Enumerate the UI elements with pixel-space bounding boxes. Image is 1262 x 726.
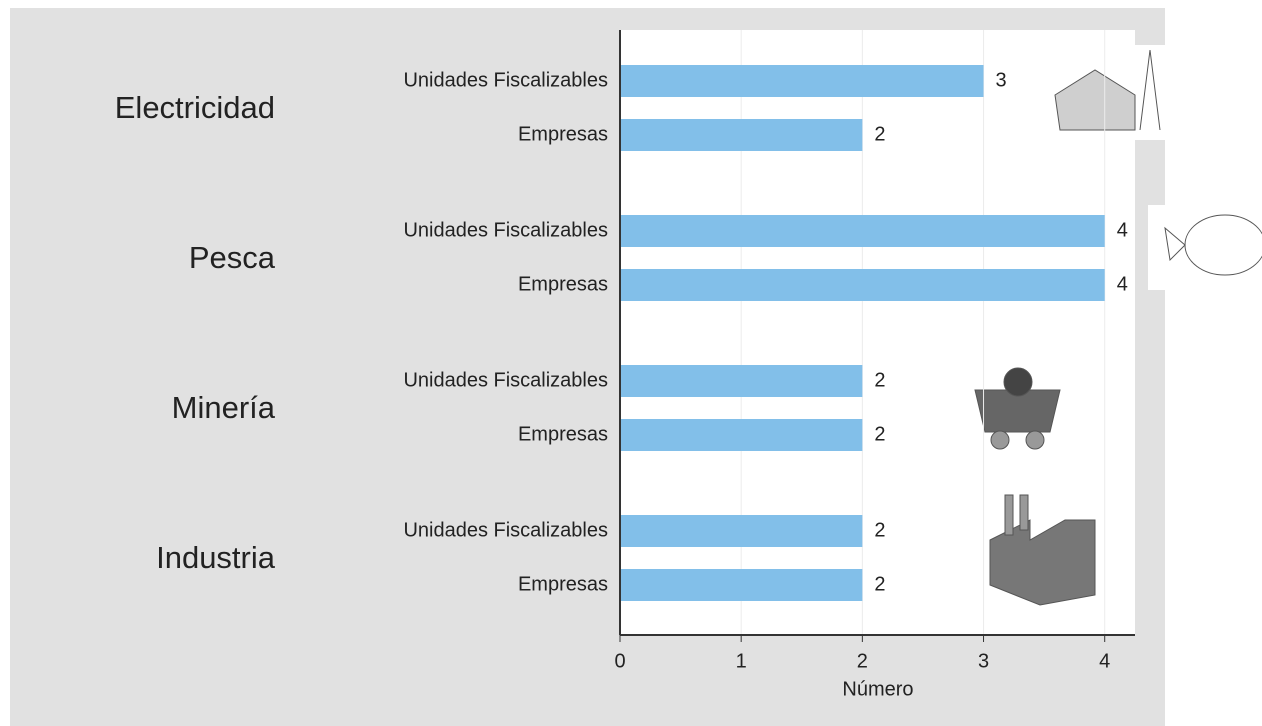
y-tick-label: Empresas [518, 423, 608, 445]
value-label: 2 [874, 123, 885, 145]
bar [620, 569, 863, 601]
wheel [1025, 430, 1045, 450]
house-icon [1054, 69, 1136, 131]
value-label: 2 [874, 573, 885, 595]
group-label: Minería [172, 390, 276, 425]
y-tick-label: Empresas [518, 123, 608, 145]
value-label: 3 [996, 69, 1007, 91]
group-label: Industria [156, 540, 276, 575]
y-tick-label: Unidades Fiscalizables [403, 519, 608, 541]
fish-tail [1164, 226, 1186, 262]
bar [620, 215, 1105, 247]
chimney [1004, 494, 1014, 536]
wheel [990, 430, 1010, 450]
value-label: 2 [874, 423, 885, 445]
value-label: 4 [1117, 273, 1128, 295]
y-tick-label: Unidades Fiscalizables [403, 69, 608, 91]
x-tick-label: 4 [1099, 650, 1110, 672]
bar [620, 65, 984, 97]
value-label: 2 [874, 369, 885, 391]
bar [620, 515, 863, 547]
bar [620, 419, 863, 451]
cart-icon [974, 389, 1061, 433]
x-axis-label: Número [842, 678, 913, 700]
x-tick-label: 3 [978, 650, 989, 672]
group-label: Electricidad [115, 90, 275, 125]
coal [1003, 367, 1033, 397]
x-tick-label: 1 [736, 650, 747, 672]
value-label: 2 [874, 519, 885, 541]
icons [974, 45, 1262, 606]
bar [620, 365, 863, 397]
y-tick-label: Unidades Fiscalizables [403, 369, 608, 391]
x-tick-label: 2 [857, 650, 868, 672]
bar [620, 269, 1105, 301]
factory-icon [989, 519, 1096, 606]
value-label: 4 [1117, 219, 1128, 241]
x-tick-label: 0 [614, 650, 625, 672]
chimney [1019, 494, 1029, 531]
y-tick-label: Unidades Fiscalizables [403, 219, 608, 241]
y-tick-label: Empresas [518, 273, 608, 295]
tower-icon [1139, 49, 1161, 131]
group-label: Pesca [189, 240, 276, 275]
y-tick-label: Empresas [518, 573, 608, 595]
bar [620, 119, 863, 151]
fish-icon [1184, 214, 1262, 276]
